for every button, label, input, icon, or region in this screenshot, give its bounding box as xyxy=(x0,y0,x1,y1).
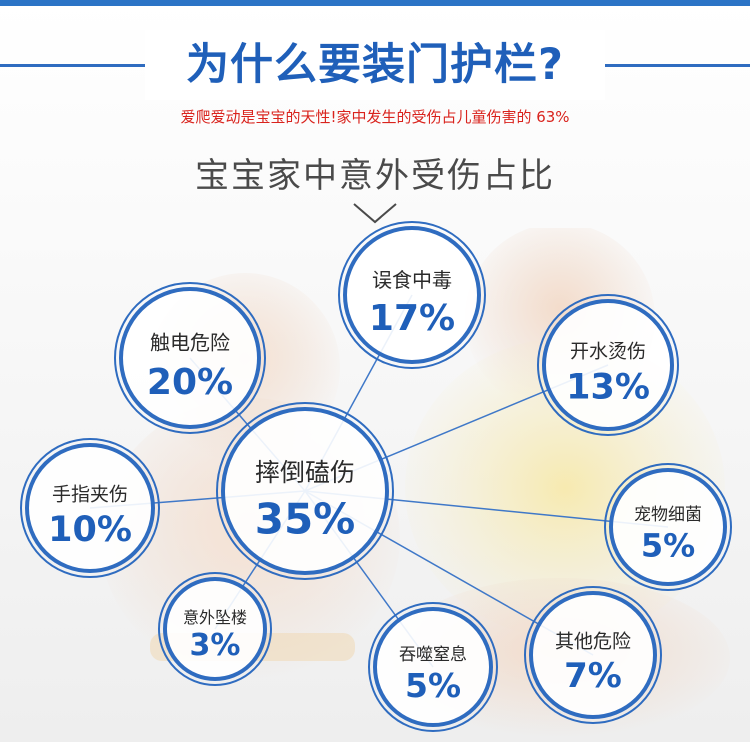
chevron-down-icon xyxy=(353,203,397,224)
node-scald-value: 13% xyxy=(566,367,650,407)
node-fall-label: 意外坠楼 xyxy=(183,608,247,627)
page-title: 为什么要装门护栏? xyxy=(186,40,564,90)
node-fall-outer-ring xyxy=(158,572,272,686)
title-box: 为什么要装门护栏? xyxy=(145,30,605,100)
node-electric-value: 20% xyxy=(147,362,233,403)
node-other-circle xyxy=(529,591,657,719)
node-poisoning-label: 误食中毒 xyxy=(372,268,452,292)
node-center-label: 摔倒磕伤 xyxy=(255,458,355,487)
node-other: 其他危险 7% xyxy=(524,586,662,724)
node-center-circle xyxy=(221,407,389,575)
node-finger-value: 10% xyxy=(48,510,132,550)
node-electric-circle xyxy=(119,287,261,429)
node-other-value: 7% xyxy=(564,656,622,696)
node-poisoning-circle xyxy=(343,226,481,364)
node-choking-circle xyxy=(373,607,493,727)
subtitle: 爱爬爱动是宝宝的天性!家中发生的受伤占儿童伤害的 63% xyxy=(180,108,570,126)
node-pet-value: 5% xyxy=(641,527,695,565)
node-electric-outer-ring xyxy=(114,282,266,434)
node-fall-value: 3% xyxy=(190,628,241,663)
node-other-outer-ring xyxy=(524,586,662,724)
node-pet-outer-ring xyxy=(604,463,732,591)
node-scald-label: 开水烫伤 xyxy=(570,340,646,362)
top-rule xyxy=(0,0,750,6)
node-finger: 手指夹伤 10% xyxy=(20,438,160,578)
section-title: 宝宝家中意外受伤占比 xyxy=(195,156,555,196)
node-other-label: 其他危险 xyxy=(555,631,631,653)
node-poisoning: 误食中毒 17% xyxy=(338,221,486,369)
node-choking-value: 5% xyxy=(405,666,461,705)
node-scald-outer-ring xyxy=(537,294,679,436)
node-finger-label: 手指夹伤 xyxy=(52,483,128,505)
node-electric-label: 触电危险 xyxy=(150,331,230,355)
node-poisoning-outer-ring xyxy=(338,221,486,369)
node-choking-outer-ring xyxy=(368,602,498,732)
node-pet-label: 宠物细菌 xyxy=(634,505,702,525)
node-fall-circle xyxy=(163,577,267,681)
node-center-outer-ring xyxy=(216,402,394,580)
node-electric: 触电危险 20% xyxy=(114,282,266,434)
node-center-value: 35% xyxy=(255,495,356,544)
node-scald: 开水烫伤 13% xyxy=(537,294,679,436)
node-scald-circle xyxy=(542,299,674,431)
node-center: 摔倒磕伤 35% xyxy=(216,402,394,580)
node-finger-circle xyxy=(25,443,155,573)
node-pet-circle xyxy=(609,468,727,586)
node-poisoning-value: 17% xyxy=(369,298,455,339)
node-choking-label: 吞噬窒息 xyxy=(399,645,467,665)
node-finger-outer-ring xyxy=(20,438,160,578)
